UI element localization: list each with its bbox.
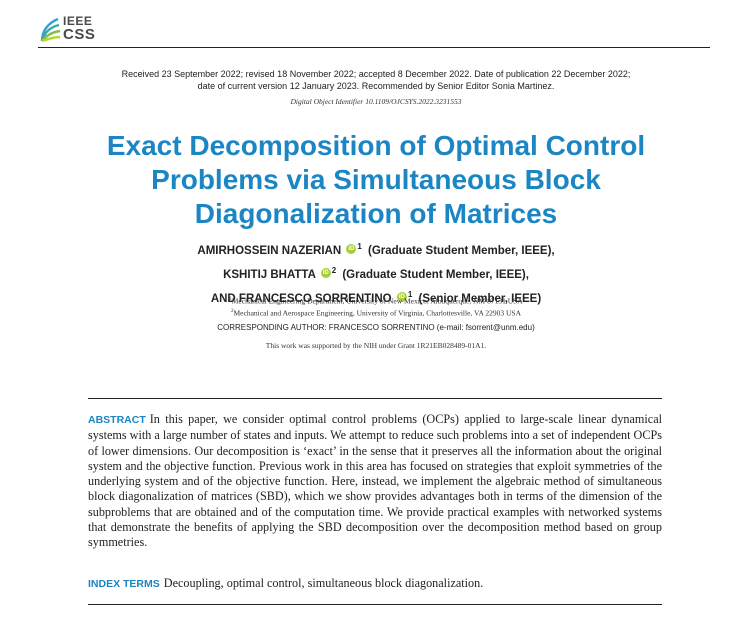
doi-text: Digital Object Identifier 10.1109/OJCSYS… <box>290 97 462 106</box>
title-line-1: Exact Decomposition of Optimal Control <box>106 130 646 161</box>
author-name: AND FRANCESCO SORRENTINO <box>210 293 392 305</box>
paper-title: Exact Decomposition of Optimal Control P… <box>40 129 712 231</box>
header-divider <box>38 47 710 48</box>
author-list: AMIRHOSSEIN NAZERIAN iD 1 (Graduate Stude… <box>60 237 692 309</box>
logo-ieee-text: IEEE <box>63 14 93 28</box>
dates-line-2: date of current version 12 January 2023.… <box>197 81 555 91</box>
ieee-css-logo: IEEE CSS <box>38 13 108 47</box>
index-terms-label: INDEX TERMS <box>88 578 160 590</box>
publication-dates: Received 23 September 2022; revised 18 N… <box>60 68 692 92</box>
author-row: KSHITIJ BHATTA iD 2 (Graduate Student Mem… <box>60 261 692 285</box>
abstract: ABSTRACT In this paper, we consider optim… <box>88 412 662 551</box>
author-affiliation-mark: 1 <box>407 290 413 299</box>
author-row: AND FRANCESCO SORRENTINO iD 1 (Senior Mem… <box>60 285 692 309</box>
abstract-label: ABSTRACT <box>88 414 146 426</box>
funding-note: This work was supported by the NIH under… <box>265 341 487 350</box>
orcid-icon[interactable]: iD <box>320 268 331 278</box>
index-terms: INDEX TERMS Decoupling, optimal control, … <box>88 576 662 591</box>
corresponding-author: CORRESPONDING AUTHOR: FRANCESCO SORRENTI… <box>217 323 535 332</box>
author-role: (Graduate Student Member, IEEE), <box>368 245 555 257</box>
doi: Digital Object Identifier 10.1109/OJCSYS… <box>60 97 692 106</box>
orcid-icon[interactable]: iD <box>346 244 357 254</box>
author-name: KSHITIJ BHATTA <box>223 269 316 281</box>
affiliations: 1Mechanical Engineering Department, Univ… <box>60 295 692 318</box>
author-role: (Senior Member, IEEE) <box>418 293 542 305</box>
affiliation-item: 1Mechanical Engineering Department, Univ… <box>229 296 523 306</box>
abstract-bottom-divider <box>88 604 662 605</box>
abstract-text: In this paper, we consider optimal contr… <box>88 412 662 550</box>
affiliation-item: 2Mechanical and Aerospace Engineering, U… <box>231 308 521 317</box>
author-name: AMIRHOSSEIN NAZERIAN <box>197 245 342 257</box>
author-affiliation-mark: 1 <box>357 242 362 251</box>
author-affiliation-mark: 2 <box>331 266 337 275</box>
index-terms-text: Decoupling, optimal control, simultaneou… <box>163 576 484 590</box>
author-role: (Graduate Student Member, IEEE), <box>342 269 529 281</box>
orcid-icon[interactable]: iD <box>396 292 407 302</box>
logo-css-text: CSS <box>63 26 96 43</box>
dates-line-1: Received 23 September 2022; revised 18 N… <box>121 69 631 79</box>
title-line-3: Diagonalization of Matrices <box>194 198 558 229</box>
author-row: AMIRHOSSEIN NAZERIAN iD 1 (Graduate Stude… <box>60 237 692 261</box>
abstract-top-divider <box>88 398 662 399</box>
title-line-2: Problems via Simultaneous Block <box>151 164 601 195</box>
ieee-css-logo-icon <box>40 17 61 43</box>
